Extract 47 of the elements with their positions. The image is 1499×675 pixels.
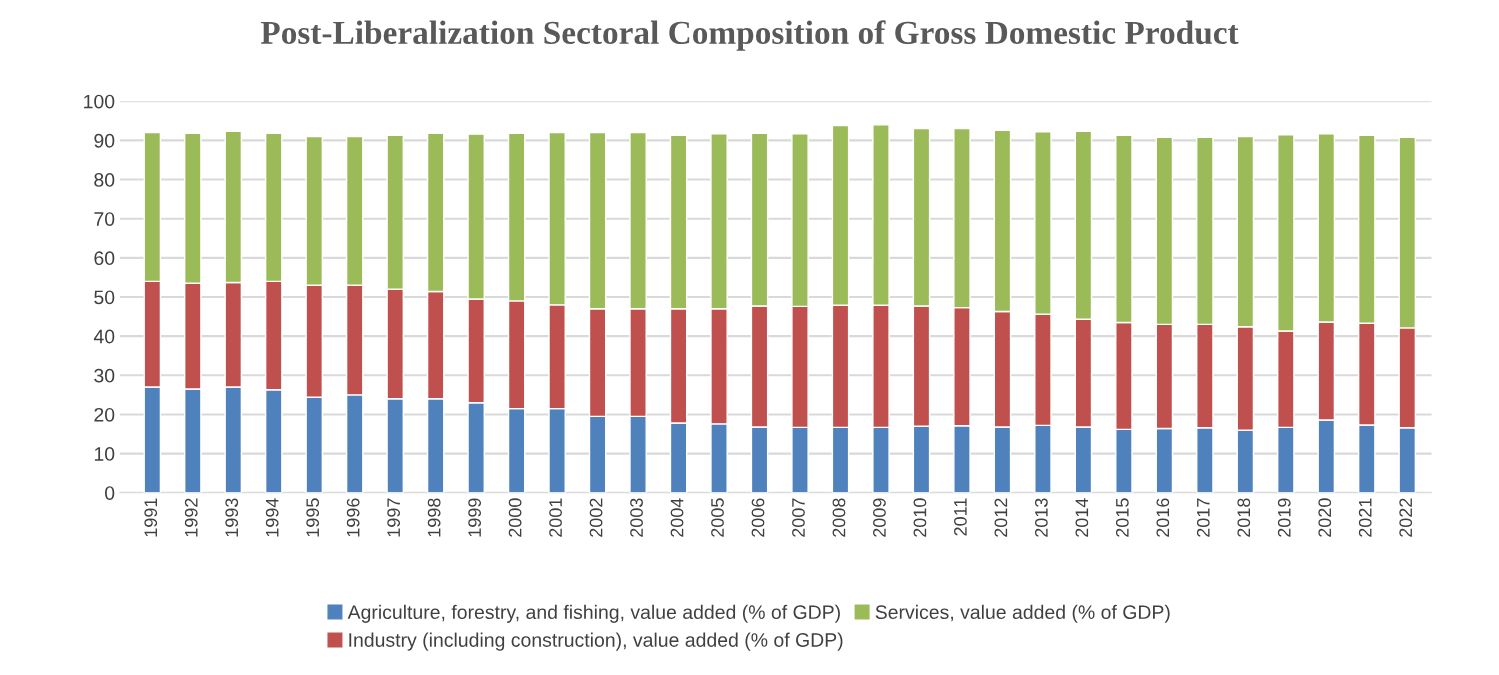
x-tick-label: 2011 [954, 498, 967, 536]
chart-title: Post-Liberalization Sectoral Composition of Gross Domestic Product [260, 20, 1239, 51]
x-tick-label: 2020 [1318, 498, 1332, 537]
y-tick-label: 100 [84, 94, 115, 109]
y-tick-label: 80 [94, 173, 115, 187]
x-tick-label: 1998 [427, 498, 441, 537]
legend-label: Industry (including construction), value added (% of GDP) [349, 632, 843, 651]
x-tick-label: 2003 [630, 498, 643, 537]
y-tick-label: 20 [94, 407, 115, 422]
x-tick-label: 2007 [792, 498, 805, 537]
x-tick-label: 1997 [387, 498, 401, 537]
x-tick-label: 2009 [873, 498, 886, 537]
y-tick-label: 50 [94, 290, 115, 305]
x-tick-label: 2012 [994, 498, 1008, 537]
x-tick-label: 1993 [225, 498, 239, 537]
x-tick-label: 2004 [670, 498, 684, 537]
x-tick-label: 2021 [1358, 498, 1372, 537]
x-tick-label: 2014 [1075, 498, 1089, 537]
x-tick-label: 2013 [1034, 498, 1048, 537]
x-tick-label: 2018 [1237, 498, 1251, 537]
x-tick-label: 1994 [265, 498, 279, 537]
y-tick-label: 30 [94, 368, 115, 383]
x-tick-label: 2008 [832, 498, 846, 537]
x-tick-label: 1992 [184, 498, 198, 537]
y-tick-label: 0 [105, 486, 115, 500]
x-tick-label: 1996 [346, 498, 360, 537]
y-tick-label: 60 [94, 251, 115, 266]
x-tick-label: 1999 [468, 498, 482, 537]
x-tick-label: 2005 [711, 498, 724, 537]
x-tick-label: 2016 [1156, 498, 1170, 537]
x-tick-label: 1995 [306, 498, 320, 537]
y-tick-label: 70 [94, 212, 115, 226]
x-tick-label: 2015 [1115, 498, 1129, 537]
x-tick-label: 2000 [508, 498, 522, 537]
y-tick-label: 90 [94, 133, 115, 148]
legend-label: Agriculture, forestry, and fishing, value added (% of GDP) [347, 604, 840, 623]
y-tick-label: 40 [93, 329, 115, 344]
x-tick-label: 2006 [751, 498, 765, 537]
x-tick-label: 2019 [1277, 498, 1291, 537]
y-tick-label: 10 [94, 447, 115, 461]
x-tick-label: 2010 [913, 498, 927, 537]
x-tick-label: 2002 [589, 498, 603, 537]
x-tick-label: 2022 [1399, 498, 1413, 537]
legend-label: Services, value added (% of GDP) [875, 604, 1170, 623]
x-tick-label: 2001 [549, 498, 562, 537]
x-tick-label: 2017 [1196, 498, 1210, 537]
x-tick-label: 1991 [144, 498, 158, 537]
